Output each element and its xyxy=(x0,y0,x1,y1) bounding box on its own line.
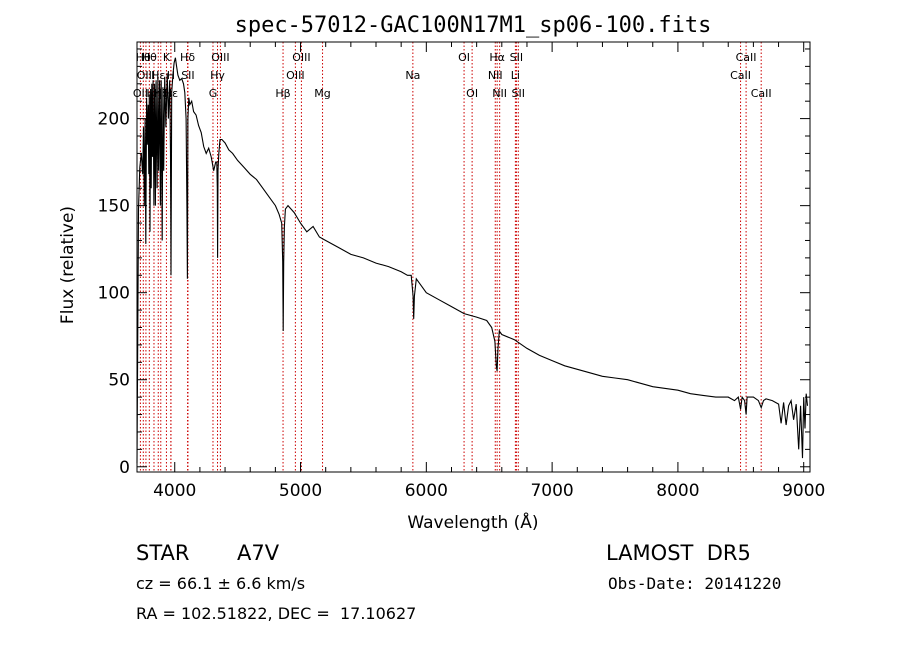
y-axis-label: Flux (relative) xyxy=(58,206,78,324)
spectral-line-markers xyxy=(139,42,762,472)
y-tick-label: 0 xyxy=(119,458,130,478)
y-tick-label: 200 xyxy=(98,110,130,130)
spectral-line-label: SII xyxy=(181,69,194,82)
spectral-line-labels: OIIHθOIIIHθHηHεHζKHHεHδSIIGHγOIIIHβOIIIO… xyxy=(133,51,772,100)
spectral-line-label: NII xyxy=(488,69,503,82)
x-axis-label: Wavelength (Å) xyxy=(407,511,538,533)
redshift-velocity: cz = 66.1 ± 6.6 km/s xyxy=(136,574,306,593)
spectral-line-label: OIII xyxy=(137,69,155,82)
chart-title: spec-57012-GAC100N17M1_sp06-100.fits xyxy=(235,13,712,38)
y-axis-ticks: 0 50 100 150 200 xyxy=(98,48,810,478)
spectral-line-label: Li xyxy=(511,69,520,82)
y-tick-label: 150 xyxy=(98,197,130,217)
object-class: STAR xyxy=(136,541,190,565)
spectral-line-label: CaII xyxy=(730,69,751,82)
spectral-line-label: OI xyxy=(466,87,478,100)
x-axis-ticks: 4000 5000 6000 7000 8000 9000 xyxy=(153,42,825,501)
observation-date: Obs-Date: 20141220 xyxy=(608,574,782,593)
spectral-line-label: Hε xyxy=(164,87,178,100)
sky-coordinates: RA = 102.51822, DEC = 17.10627 xyxy=(136,604,417,623)
spectral-line-label: Hγ xyxy=(210,69,225,82)
spectral-line-label: Hδ xyxy=(180,51,195,64)
x-tick-label: 7000 xyxy=(530,481,573,501)
spectral-line-label: SII xyxy=(512,87,525,100)
spectral-line-label: G xyxy=(209,87,218,100)
x-tick-label: 9000 xyxy=(782,481,825,501)
spectral-line-label: SII xyxy=(510,51,523,64)
spectral-line-label: OIII xyxy=(211,51,229,64)
spectral-line-label: Hβ xyxy=(275,87,290,100)
spectral-line-label: K xyxy=(163,51,171,64)
x-tick-label: 5000 xyxy=(279,481,322,501)
spectral-line-label: CaII xyxy=(736,51,757,64)
spectral-line-label: H xyxy=(167,69,175,82)
spectrum-chart: spec-57012-GAC100N17M1_sp06-100.fits OII… xyxy=(58,13,825,533)
survey-name: LAMOST DR5 xyxy=(606,541,751,565)
spectral-line-label: Hα xyxy=(489,51,505,64)
spectral-line-label: Mg xyxy=(314,87,330,100)
spectral-line-label: Hθ xyxy=(136,51,151,64)
spectral-line-label: CaII xyxy=(751,87,772,100)
x-tick-label: 4000 xyxy=(153,481,196,501)
y-tick-label: 50 xyxy=(108,371,130,391)
spectral-line-label: OIII xyxy=(292,51,310,64)
x-tick-label: 6000 xyxy=(405,481,448,501)
spectral-line-label: Na xyxy=(405,69,420,82)
spectral-line-label: OI xyxy=(458,51,470,64)
object-subclass: A7V xyxy=(237,541,280,565)
spectral-line-label: Hθ xyxy=(142,51,157,64)
spectral-line-label: OIII xyxy=(286,69,304,82)
spectrum-series-line xyxy=(136,57,809,464)
plot-frame xyxy=(136,41,811,473)
x-tick-label: 8000 xyxy=(656,481,699,501)
y-tick-label: 100 xyxy=(98,284,130,304)
spectral-line-label: NII xyxy=(492,87,507,100)
spectral-line-label: Hε xyxy=(151,69,165,82)
